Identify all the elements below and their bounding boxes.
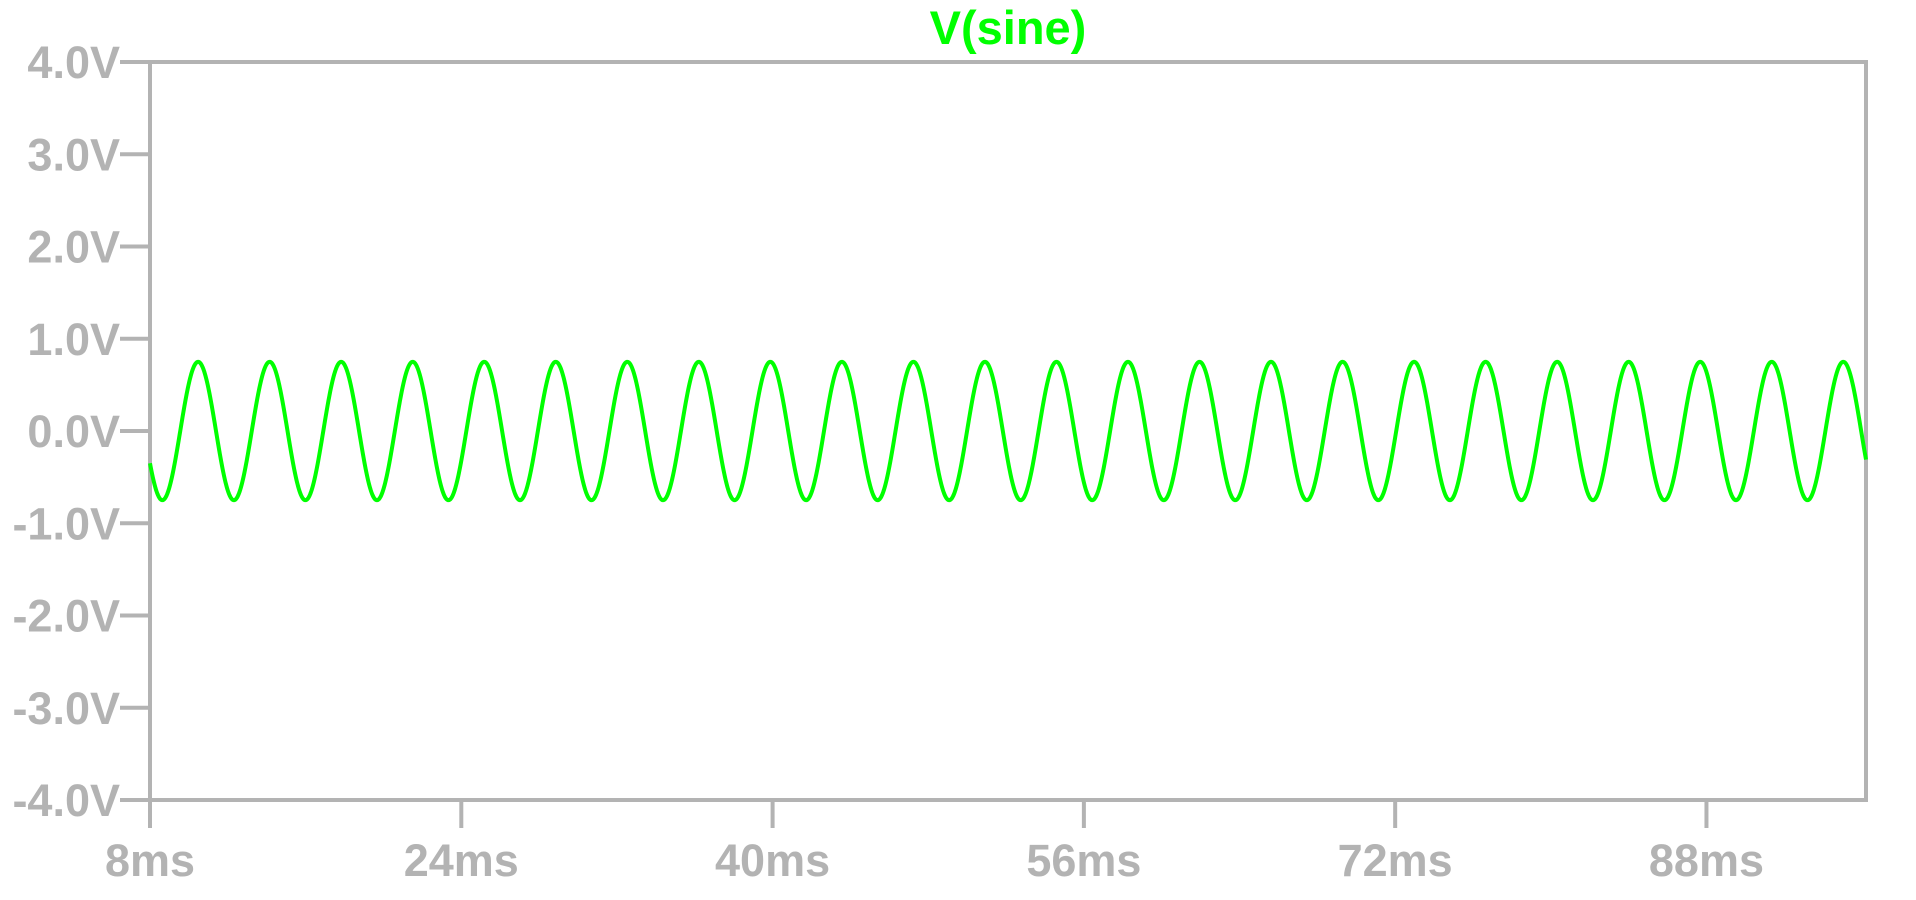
y-tick-label: 1.0V [27,314,120,365]
y-tick-label: 2.0V [27,222,120,273]
x-axis: 8ms 24ms 40ms 56ms 72ms 88ms [105,800,1764,886]
x-tick-label: 8ms [105,835,195,886]
x-tick-label: 56ms [1026,835,1141,886]
x-tick-label: 24ms [404,835,519,886]
y-tick-label: 0.0V [27,406,120,457]
chart-title: V(sine) [930,1,1087,54]
plot-frame [148,60,1868,802]
series-line-v-sine [148,359,1868,503]
y-tick-label: -3.0V [12,683,120,734]
y-tick-label: 3.0V [27,129,120,180]
x-tick-label: 40ms [715,835,830,886]
y-tick-label: -1.0V [12,498,120,549]
y-tick-label: -2.0V [12,591,120,642]
y-tick-label: 4.0V [27,37,120,88]
x-tick-label: 88ms [1649,835,1764,886]
y-axis: 4.0V 3.0V 2.0V 1.0V 0.0V -1.0V -2.0V -3.0V -4.0V [12,37,150,826]
y-tick-label: -4.0V [12,775,120,826]
x-tick-label: 72ms [1338,835,1453,886]
